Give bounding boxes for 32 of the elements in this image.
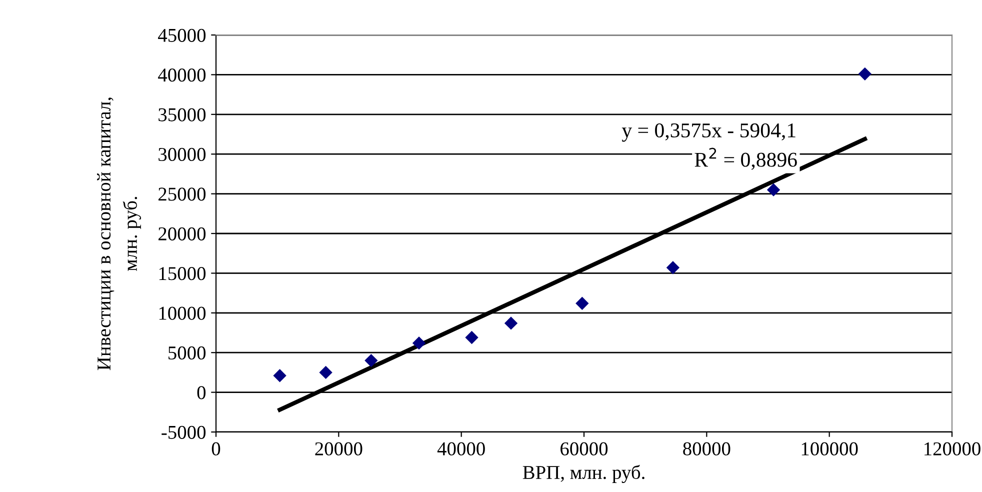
point: [319, 366, 332, 380]
y-tick-label: 5000: [168, 346, 206, 360]
annotation: R$^{2}$ = 0,8896: [694, 148, 797, 170]
x-tick-label: 120000: [924, 442, 980, 456]
y-tick-label: 45000: [158, 28, 206, 42]
annotation: y = 0,3575x - 5904,1: [622, 123, 796, 142]
point: [412, 336, 426, 350]
y-tick-label: 25000: [158, 188, 206, 201]
x-axis-title: ВРП, млн. руб.: [522, 464, 644, 484]
y-axis-title: Инвестиции в основной капитал, млн. руб.: [97, 98, 141, 370]
point: [576, 296, 589, 310]
point: [364, 354, 378, 368]
point: [858, 67, 872, 80]
y-tick-label: 0: [197, 386, 206, 400]
y-tick-label: 40000: [158, 68, 206, 82]
x-tick-label: 80000: [683, 442, 730, 456]
x-tick-label: 100000: [802, 442, 858, 456]
y-tick-label: 10000: [159, 306, 206, 320]
y-tick-label: 20000: [158, 227, 206, 240]
point: [766, 183, 780, 196]
y-tick-label: -5000: [162, 426, 206, 439]
point: [504, 316, 518, 330]
y-tick-label: 35000: [158, 108, 206, 122]
y-tick-label: 15000: [159, 267, 206, 280]
point: [465, 330, 478, 344]
point: [273, 369, 286, 382]
y-tick-label: 30000: [158, 148, 206, 162]
x-tick-label: 60000: [560, 442, 608, 456]
point: [666, 261, 680, 274]
x-tick-label: 0: [212, 442, 220, 456]
x-tick-label: 40000: [437, 442, 485, 456]
x-tick-label: 20000: [315, 442, 362, 456]
